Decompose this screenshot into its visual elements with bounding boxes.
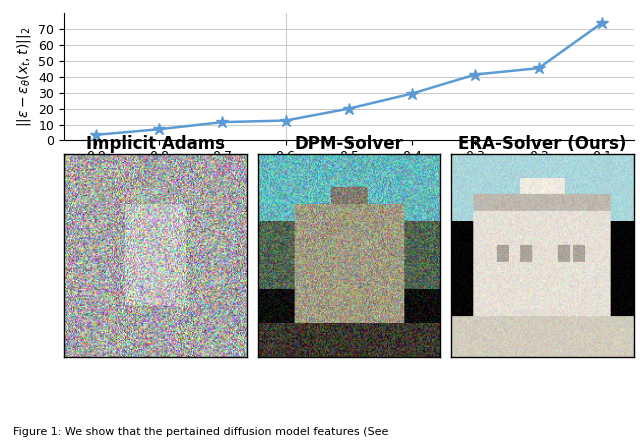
Title: ERA-Solver (Ours): ERA-Solver (Ours) xyxy=(458,136,627,153)
X-axis label: time t: time t xyxy=(328,169,369,183)
Title: DPM-Solver: DPM-Solver xyxy=(294,136,403,153)
Text: Figure 1: We show that the pertained diffusion model features (See: Figure 1: We show that the pertained dif… xyxy=(13,427,388,437)
Y-axis label: $||\varepsilon - \varepsilon_\theta(x_t, t)||_2$: $||\varepsilon - \varepsilon_\theta(x_t,… xyxy=(15,27,33,127)
Title: Implicit Adams: Implicit Adams xyxy=(86,136,225,153)
